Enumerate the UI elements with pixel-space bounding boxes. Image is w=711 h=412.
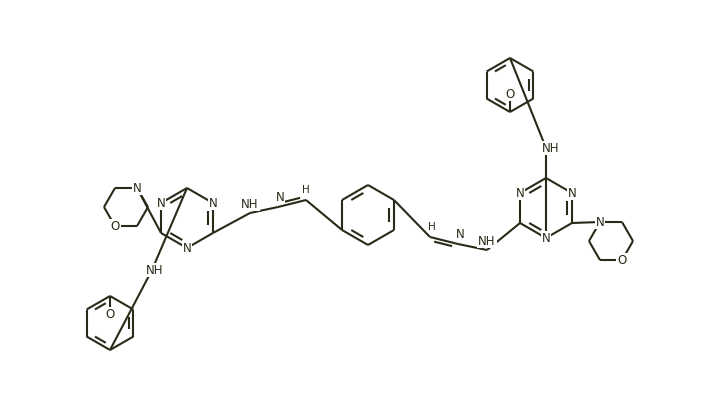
Text: O: O — [506, 87, 515, 101]
Text: NH: NH — [479, 234, 496, 248]
Text: N: N — [183, 241, 191, 255]
Text: NH: NH — [146, 264, 164, 276]
Text: O: O — [617, 254, 626, 267]
Text: O: O — [105, 307, 114, 321]
Text: H: H — [428, 222, 436, 232]
Text: N: N — [567, 187, 577, 199]
Text: H: H — [302, 185, 310, 195]
Text: N: N — [515, 187, 525, 199]
Text: NH: NH — [542, 141, 560, 154]
Text: N: N — [156, 197, 166, 209]
Text: NH: NH — [241, 197, 259, 211]
Text: N: N — [596, 215, 604, 229]
Text: N: N — [208, 197, 218, 209]
Text: N: N — [133, 182, 141, 194]
Text: N: N — [542, 232, 550, 244]
Text: N: N — [276, 190, 284, 204]
Text: N: N — [456, 227, 464, 241]
Text: O: O — [110, 220, 119, 233]
